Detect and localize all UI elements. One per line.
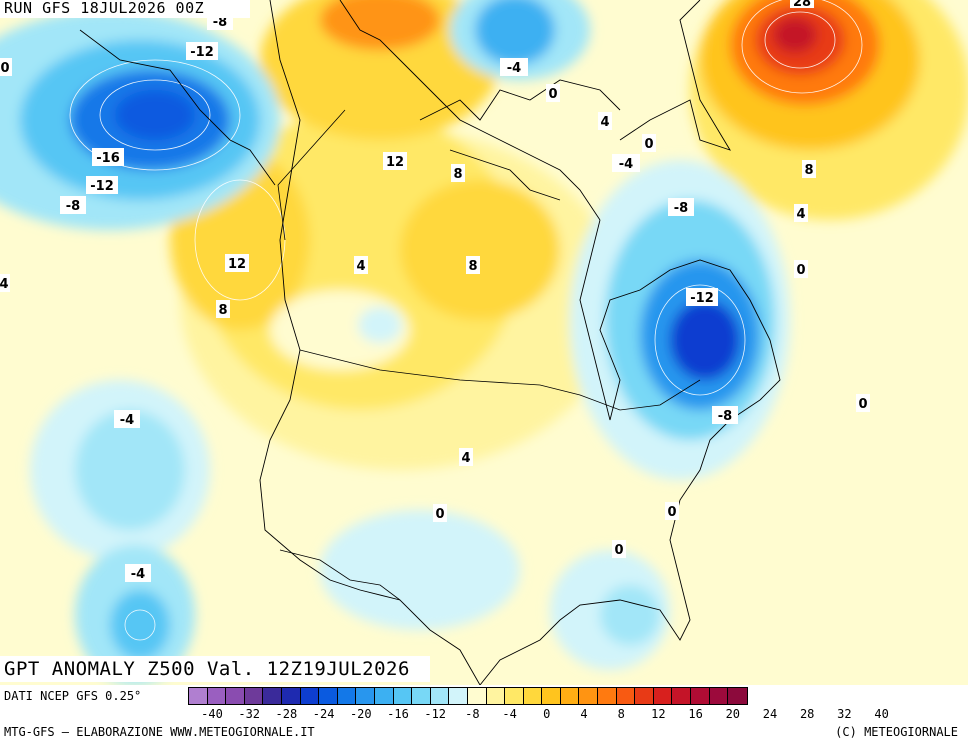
contour-label: 8 [804, 163, 813, 178]
colorbar-swatch [244, 688, 264, 704]
colorbar-swatch [449, 688, 468, 704]
contour-label: 0 [548, 87, 557, 102]
borders [277, 109, 701, 601]
contour-label: 12 [228, 257, 246, 272]
colorbar-tick-label: 20 [725, 707, 741, 721]
colorbar-swatch [728, 688, 747, 704]
colorbar-tick-label: -12 [424, 707, 447, 721]
contour-label: 4 [461, 451, 470, 466]
colorbar-swatch [560, 688, 580, 704]
copyright-label: (C) METEOGIORNALE [835, 725, 958, 739]
contour-label: 0 [614, 543, 623, 558]
contour-label: 8 [218, 303, 227, 318]
contour-label: -4 [619, 157, 633, 172]
colorbar-tick-label: 0 [543, 707, 551, 721]
contour-label: 0 [858, 397, 867, 412]
colorbar-tick-label: 8 [617, 707, 625, 721]
contour-label: 4 [600, 115, 609, 130]
colorbar-tick-label: 28 [799, 707, 815, 721]
contour-label: 0 [796, 263, 805, 278]
elaboration-label: MTG-GFS — ELABORAZIONE WWW.METEOGIORNALE… [4, 725, 315, 739]
colorbar-swatch [505, 688, 524, 704]
colorbar-tick-label: 40 [874, 707, 889, 721]
colorbar-tick-label: -8 [465, 707, 480, 721]
colorbar-tick-label: -16 [387, 707, 409, 721]
contour-label: 0 [0, 61, 9, 76]
colorbar-swatch [300, 688, 320, 704]
colorbar-swatch [207, 688, 227, 704]
colorbar-tick-label: -24 [312, 707, 335, 721]
colorbar-tick-label: -32 [238, 707, 261, 721]
contour-label: -16 [96, 151, 120, 166]
colorbar-tick-label: -4 [502, 707, 517, 721]
colorbar-swatch [653, 688, 673, 704]
colorbar-swatch [709, 688, 729, 704]
colorbar-swatch [356, 688, 375, 704]
anomaly-fields [0, 0, 968, 685]
contour-label: -4 [131, 567, 145, 582]
contour-label: -8 [718, 409, 732, 424]
colorbar-swatch [189, 688, 208, 704]
colorbar-swatch [430, 688, 450, 704]
contour-label: 0 [667, 505, 676, 520]
colorbar-swatch [542, 688, 561, 704]
contour-label: -12 [190, 45, 214, 60]
colorbar-swatch [337, 688, 357, 704]
colorbar-swatch [281, 688, 301, 704]
colorbar-swatch [616, 688, 636, 704]
run-label: RUN GFS 18JUL2026 00Z [0, 0, 251, 18]
colorbar-swatch [226, 688, 245, 704]
colorbar [188, 687, 748, 705]
contour-label: -4 [120, 413, 134, 428]
contour-label: 4 [796, 207, 805, 222]
colorbar-swatch [319, 688, 338, 704]
colorbar-swatch [598, 688, 617, 704]
contour-label: 28 [793, 0, 811, 10]
data-source-label: DATI NCEP GFS 0.25° [4, 689, 142, 703]
colorbar-swatch [393, 688, 413, 704]
colorbar-swatch [263, 688, 282, 704]
contour-label: -8 [674, 201, 688, 216]
contour-label: 0 [644, 137, 653, 152]
colorbar-ticks: -40 -32 -28 -24 -20 -16 -12 -8 -4 0 4 8 12 16 20 24 28 32… [188, 707, 968, 723]
colorbar-tick-label: 32 [837, 707, 852, 721]
colorbar-swatch [523, 688, 543, 704]
colorbar-tick-label: 24 [762, 707, 778, 721]
colorbar-swatch [635, 688, 654, 704]
colorbar-swatch [486, 688, 506, 704]
colorbar-tick-label: -40 [201, 707, 223, 721]
contour-label: -4 [507, 61, 521, 76]
colorbar-tick-label: 16 [688, 707, 703, 721]
colorbar-swatch [412, 688, 431, 704]
contour-label: -8 [66, 199, 80, 214]
contour-label: -12 [90, 179, 114, 194]
colorbar-swatch [374, 688, 394, 704]
anomaly-map: -8 -12 -16 -12 -8 0 -4 0 4 0 -4 28 12 8 … [0, 0, 968, 685]
contour-label: 8 [453, 167, 462, 182]
colorbar-tick-label: -28 [275, 707, 298, 721]
contour-label: -12 [690, 291, 714, 306]
colorbar-swatch [672, 688, 692, 704]
contour-label: 4 [0, 277, 9, 292]
coastlines [79, 0, 781, 685]
contour-label: 0 [435, 507, 444, 522]
colorbar-swatch [691, 688, 710, 704]
colorbar-swatch [579, 688, 599, 704]
colorbar-tick-label: 4 [580, 707, 588, 721]
contour-label: 8 [468, 259, 477, 274]
contour-label: 12 [386, 155, 404, 170]
contour-label-group: -8 -12 -16 -12 -8 0 -4 0 4 0 -4 28 12 8 … [0, 0, 870, 582]
colorbar-tick-label: -20 [349, 707, 372, 721]
contour-label: 4 [356, 259, 365, 274]
contour-label: -8 [213, 15, 227, 30]
map-title: GPT ANOMALY Z500 Val. 12Z19JUL2026 [0, 656, 430, 682]
colorbar-tick-label: 12 [651, 707, 666, 721]
footer: DATI NCEP GFS 0.25° -40 -32 -28 -24 -20 -16 -1… [0, 685, 968, 745]
colorbar-swatch [467, 688, 487, 704]
